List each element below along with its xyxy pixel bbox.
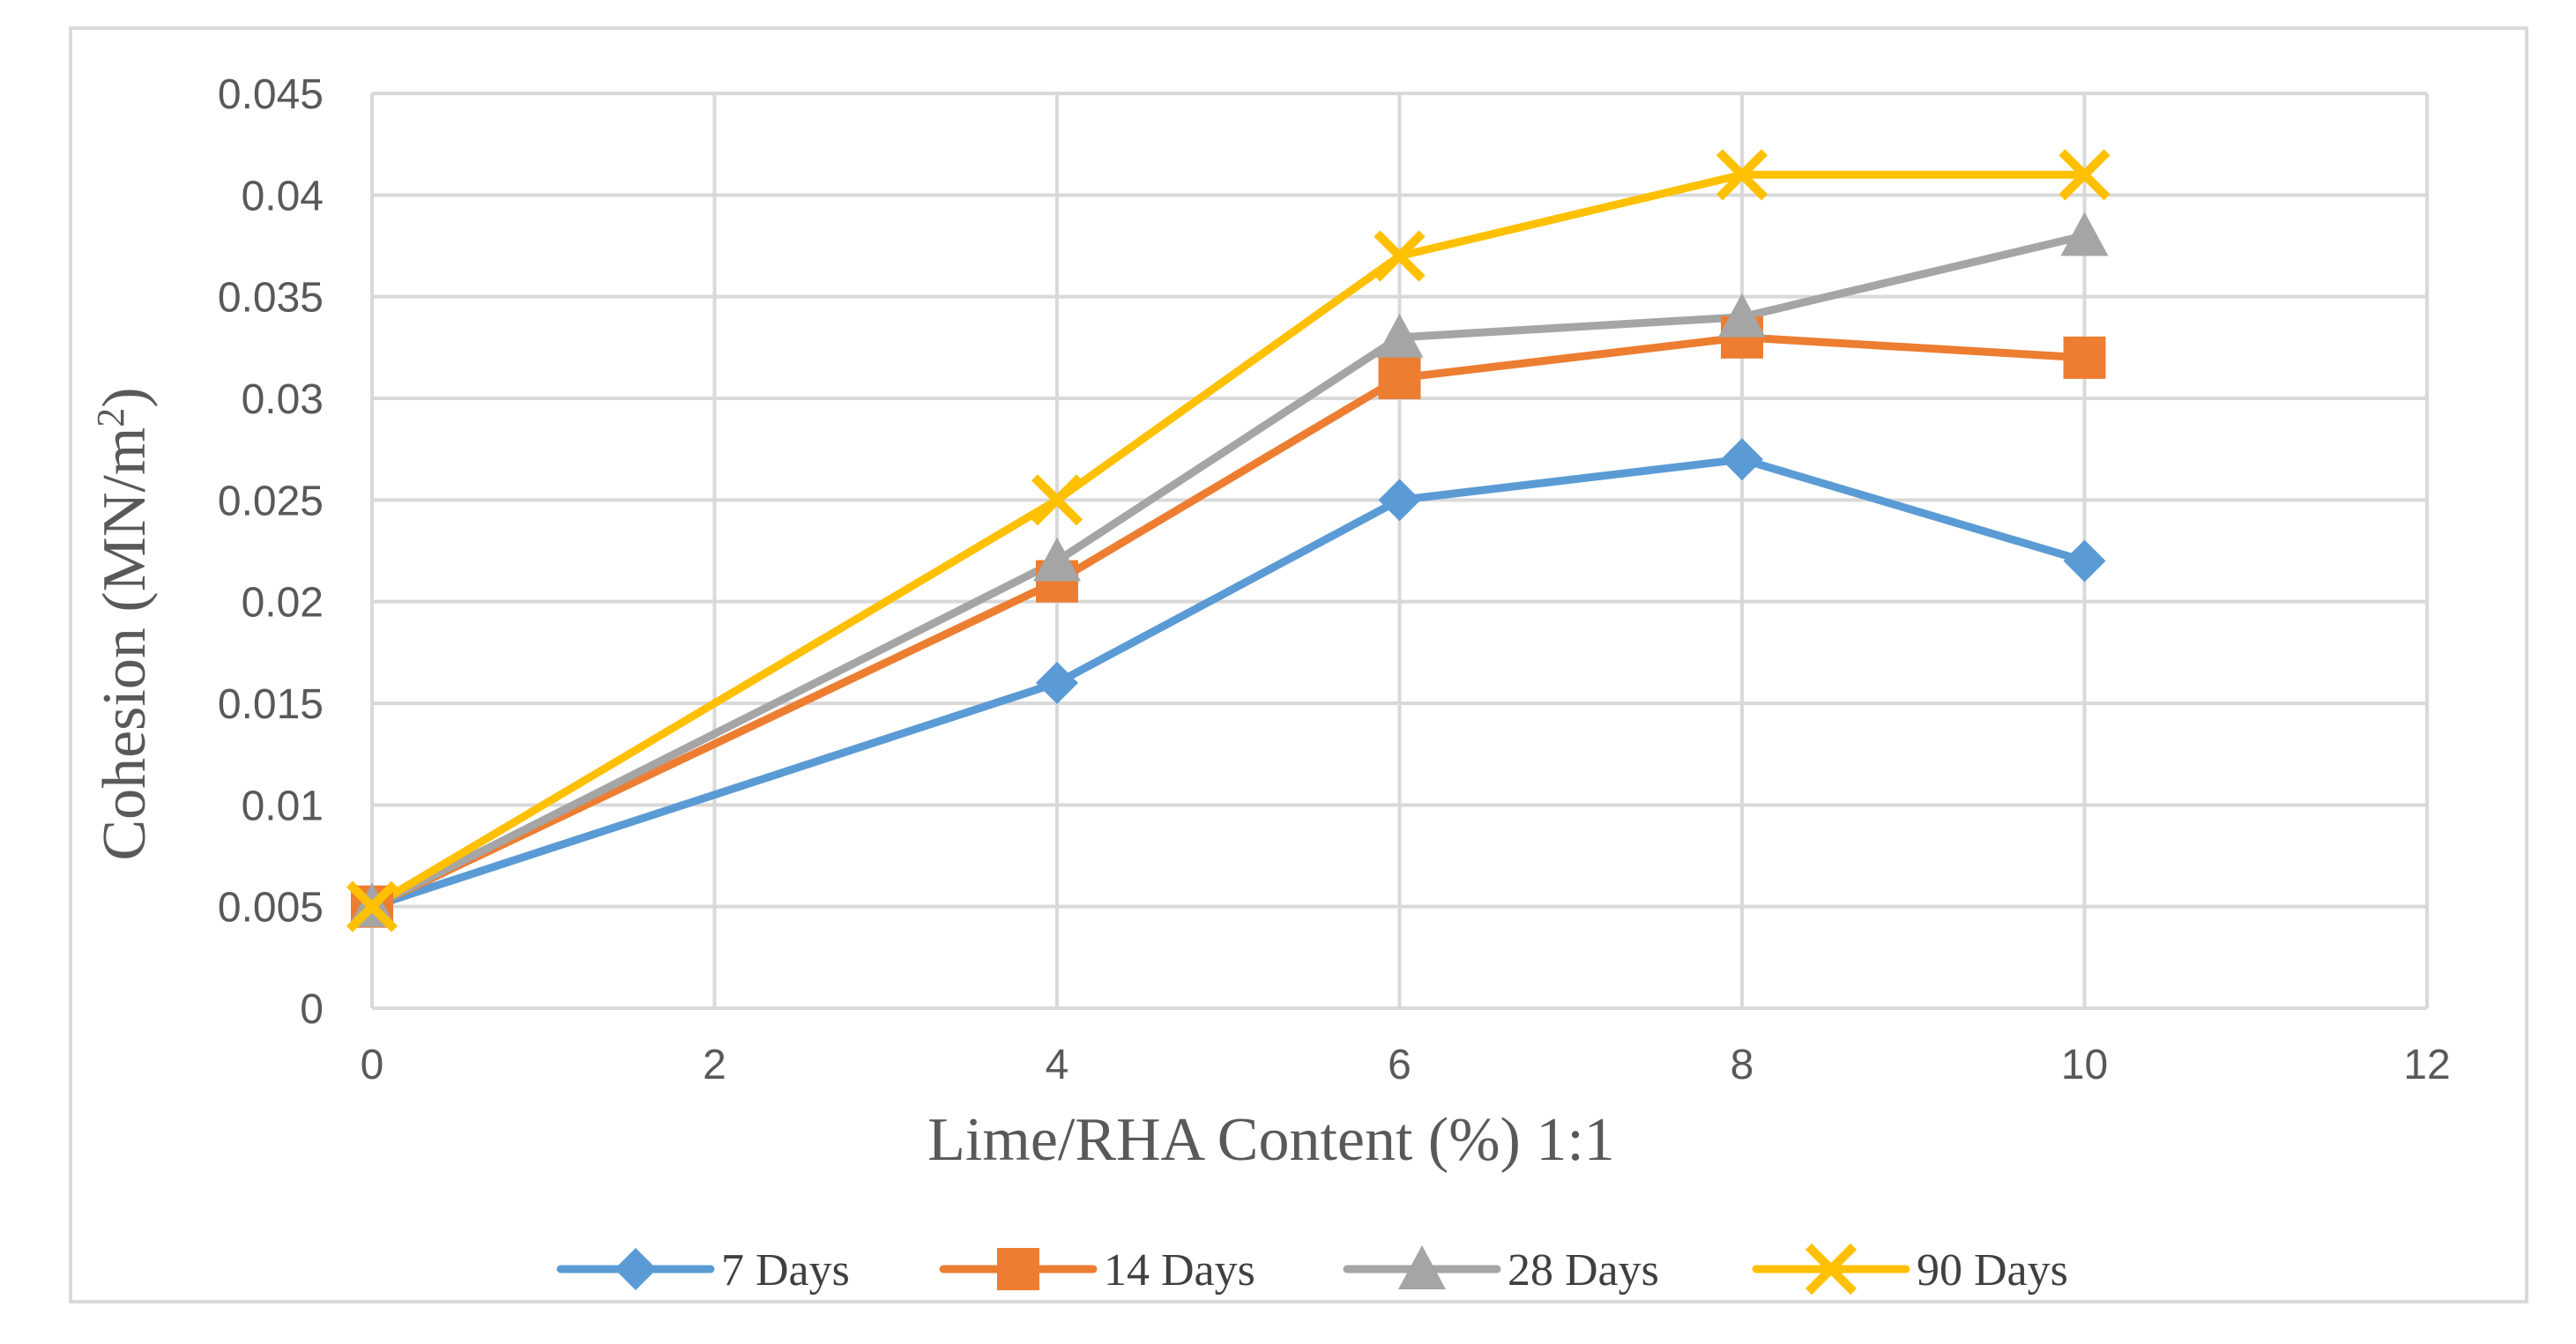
data-point-90-days (346, 880, 398, 932)
series-markers (346, 149, 2111, 932)
data-point-14-days (1378, 356, 1421, 399)
x-tick-label: 8 (1731, 1042, 1754, 1088)
x-tick-label: 10 (2061, 1042, 2108, 1088)
data-point-7-days (1378, 479, 1421, 522)
data-point-28-days (1375, 313, 1424, 358)
legend-label: 90 Days (1917, 1245, 2068, 1296)
x-tick-label: 2 (703, 1042, 726, 1088)
legend-label: 14 Days (1104, 1245, 1255, 1296)
legend-entry: 90 Days (1752, 1243, 2068, 1296)
y-tick-label: 0.045 (218, 71, 324, 118)
x-tick-label: 12 (2403, 1042, 2450, 1088)
data-point-28-days (1033, 537, 1081, 582)
y-tick-label: 0.015 (218, 681, 324, 728)
legend-marker (1805, 1243, 1858, 1296)
data-point-7-days (1036, 661, 1078, 704)
legend-marker (997, 1248, 1039, 1290)
data-point-90-days (1031, 474, 1083, 526)
x-tick-label: 4 (1046, 1042, 1069, 1088)
legend-entry: 7 Days (556, 1245, 850, 1296)
data-point-90-days (1374, 230, 1426, 282)
y-tick-label: 0.03 (242, 376, 324, 423)
y-tick-label: 0.025 (218, 478, 324, 524)
legend-entry: 28 Days (1343, 1245, 1659, 1296)
data-point-7-days (2063, 539, 2106, 583)
data-point-28-days (2060, 212, 2109, 256)
y-axis-title-superscript: 2 (89, 408, 132, 427)
data-point-28-days (1718, 293, 1766, 338)
legend: 7 Days 14 Days 28 Days 90 Days (556, 1243, 2068, 1296)
x-tick-label: 6 (1388, 1042, 1411, 1088)
y-tick-label: 0 (300, 986, 324, 1033)
y-axis-title: Cohesion (MN/m2) (89, 387, 160, 860)
y-tick-label: 0.01 (242, 783, 324, 829)
y-tick-label: 0.035 (218, 275, 324, 322)
data-point-14-days (2063, 336, 2106, 379)
gridlines (370, 92, 2429, 1010)
data-point-90-days (2059, 149, 2111, 201)
legend-entry: 14 Days (939, 1245, 1255, 1296)
legend-marker (1398, 1245, 1446, 1289)
legend-marker (614, 1248, 657, 1290)
y-tick-label: 0.04 (242, 173, 324, 219)
legend-label: 28 Days (1508, 1245, 1659, 1296)
chart-border (69, 26, 2528, 1303)
data-point-90-days (1716, 149, 1768, 201)
legend-label: 7 Days (721, 1245, 850, 1296)
x-axis-title: Lime/RHA Content (%) 1:1 (927, 1106, 1615, 1174)
y-tick-label: 0.02 (242, 580, 324, 627)
data-point-7-days (1721, 438, 1763, 481)
y-axis-title-end: ) (91, 387, 159, 407)
x-tick-label: 0 (361, 1042, 384, 1088)
y-tick-label: 0.005 (218, 885, 324, 932)
tick-labels: 0 2 4 6 8 10 12 0 0.005 0.01 0.015 0.02 0.025 0.03 0.0… (218, 71, 2451, 1088)
y-axis-title-main: Cohesion (MN/m (91, 427, 159, 861)
